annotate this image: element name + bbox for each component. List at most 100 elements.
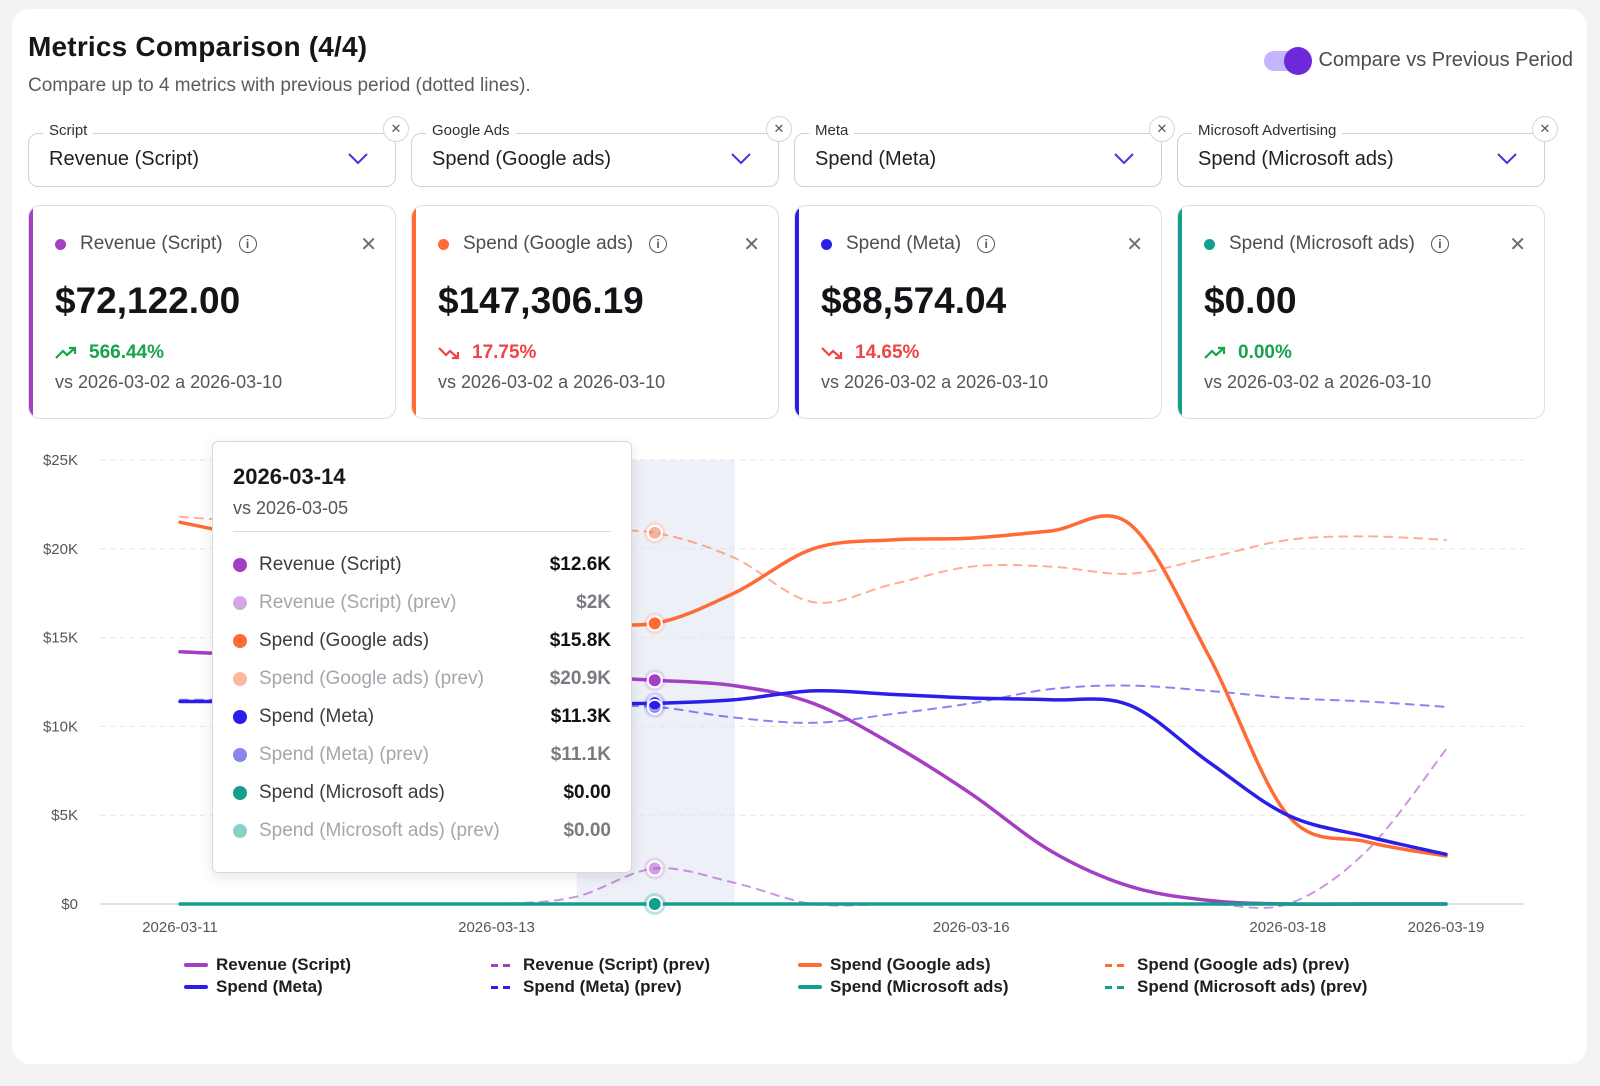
select-source-label: Google Ads	[426, 122, 516, 139]
legend-item-spend-google-prev[interactable]: Spend (Google ads) (prev)	[1105, 955, 1350, 975]
close-icon[interactable]: ✕	[360, 234, 377, 256]
tooltip-series-value: $20.9K	[549, 668, 611, 689]
y-tick-label: $20K	[43, 541, 78, 558]
legend-swatch	[798, 985, 822, 989]
info-icon[interactable]: i	[977, 235, 996, 253]
kpi-change: 0.00%	[1204, 342, 1292, 364]
legend-item-revenue-script-prev[interactable]: Revenue (Script) (prev)	[491, 955, 710, 975]
tooltip-series-name: Spend (Meta) (prev)	[259, 744, 430, 765]
kpi-value: $0.00	[1204, 280, 1297, 321]
close-icon[interactable]: ✕	[743, 234, 760, 256]
legend-swatch	[1105, 985, 1129, 989]
legend-item-spend-microsoft[interactable]: Spend (Microsoft ads)	[798, 977, 1009, 997]
legend-label: Spend (Microsoft ads) (prev)	[1137, 977, 1368, 996]
kpi-label: Spend (Meta)	[846, 233, 962, 254]
kpi-comparison-range: vs 2026-03-02 a 2026-03-10	[1204, 372, 1432, 392]
select-value: Spend (Meta)	[815, 148, 937, 170]
tooltip-row: Spend (Microsoft ads) (prev) $0.00	[233, 816, 611, 846]
legend-label: Spend (Meta)	[216, 977, 323, 996]
tooltip-series-name: Spend (Meta)	[259, 706, 375, 727]
close-icon[interactable]: ✕	[1509, 234, 1526, 256]
legend-swatch	[798, 963, 822, 967]
legend-item-spend-google[interactable]: Spend (Google ads)	[798, 955, 991, 975]
tooltip-series-value: $12.6K	[549, 554, 611, 575]
legend-swatch	[184, 963, 208, 967]
close-icon[interactable]: ✕	[1126, 234, 1143, 256]
series-dot-icon	[233, 558, 247, 572]
kpi-header: Spend (Microsoft ads) i	[1204, 233, 1449, 255]
metric-select-3[interactable]: Meta Spend (Meta) ✕	[794, 116, 1175, 187]
kpi-change: 566.44%	[55, 342, 164, 364]
tooltip-row: Revenue (Script) $12.6K	[233, 550, 611, 580]
tooltip-series-value: $2K	[576, 592, 611, 613]
kpi-header: Revenue (Script) i	[55, 233, 257, 255]
marker-spend-google-ads	[646, 615, 663, 632]
line-chart[interactable]: $0 $5K $10K $15K $20K $25K 2026-03-11 2026-03-1…	[12, 439, 1587, 944]
clear-selection-icon[interactable]: ✕	[1149, 116, 1175, 142]
y-tick-label: $10K	[43, 718, 78, 735]
select-value: Spend (Google ads)	[432, 148, 612, 170]
kpi-accent-bar	[795, 206, 799, 418]
chevron-down-icon	[731, 153, 751, 165]
clear-selection-icon[interactable]: ✕	[383, 116, 409, 142]
trend-up-icon	[1204, 346, 1226, 359]
tooltip-series-name: Spend (Google ads)	[259, 630, 430, 651]
series-dot-icon	[233, 824, 247, 838]
y-tick-label: $0	[61, 896, 78, 913]
tooltip-series-name: Spend (Microsoft ads)	[259, 782, 445, 803]
legend-swatch	[184, 985, 208, 989]
select-source-label: Meta	[809, 122, 855, 139]
legend-item-spend-meta[interactable]: Spend (Meta)	[184, 977, 323, 997]
select-source-label: Microsoft Advertising	[1192, 122, 1343, 139]
tooltip-row: Spend (Google ads) $15.8K	[233, 626, 611, 656]
info-icon[interactable]: i	[238, 235, 257, 253]
legend-label: Revenue (Script) (prev)	[523, 955, 711, 974]
legend-item-spend-meta-prev[interactable]: Spend (Meta) (prev)	[491, 977, 682, 997]
chevron-down-icon	[1114, 153, 1134, 165]
series-dot-icon	[438, 238, 449, 250]
kpi-comparison-range: vs 2026-03-02 a 2026-03-10	[821, 372, 1049, 392]
marker-revenue-script	[646, 672, 663, 689]
series-dot-icon	[233, 672, 247, 686]
toggle-knob	[1284, 46, 1313, 75]
trend-up-icon	[55, 346, 77, 359]
tooltip-row: Spend (Google ads) (prev) $20.9K	[233, 664, 611, 694]
kpi-card-spend-microsoft: Spend (Microsoft ads) i ✕ $0.00 0.00% vs…	[1177, 205, 1545, 419]
metric-select-1[interactable]: Script Revenue (Script) ✕	[28, 116, 409, 187]
x-tick-label: 2026-03-13	[458, 919, 535, 936]
kpi-accent-bar	[412, 206, 416, 418]
kpi-card-revenue-script: Revenue (Script) i ✕ $72,122.00 566.44% …	[28, 205, 396, 419]
compare-toggle-group[interactable]: Compare vs Previous Period	[1264, 46, 1573, 75]
tooltip-series-value: $11.3K	[550, 706, 611, 727]
kpi-value: $72,122.00	[55, 280, 241, 321]
y-tick-label: $15K	[43, 630, 78, 647]
legend-label: Spend (Google ads) (prev)	[1137, 955, 1350, 974]
kpi-change: 17.75%	[438, 342, 536, 364]
compare-toggle[interactable]	[1264, 46, 1313, 75]
kpi-header: Spend (Meta) i	[821, 233, 996, 255]
kpi-accent-bar	[1178, 206, 1182, 418]
tooltip-series-name: Spend (Google ads) (prev)	[259, 668, 484, 689]
legend-swatch	[1105, 963, 1129, 967]
info-icon[interactable]: i	[1430, 235, 1449, 253]
legend-item-revenue-script[interactable]: Revenue (Script)	[184, 955, 351, 975]
info-icon[interactable]: i	[649, 235, 668, 253]
legend-label: Spend (Microsoft ads)	[830, 977, 1009, 996]
clear-selection-icon[interactable]: ✕	[766, 116, 792, 142]
compare-toggle-label: Compare vs Previous Period	[1318, 49, 1573, 71]
legend-label: Spend (Google ads)	[830, 955, 991, 974]
series-line-spend-google-ads-prev	[179, 515, 1447, 604]
kpi-change-value: 14.65%	[855, 342, 920, 363]
kpi-comparison-range: vs 2026-03-02 a 2026-03-10	[438, 372, 666, 392]
x-tick-label: 2026-03-18	[1249, 919, 1326, 936]
legend-swatch	[491, 985, 515, 989]
kpi-change: 14.65%	[821, 342, 919, 364]
chevron-down-icon	[1497, 153, 1517, 165]
metric-select-2[interactable]: Google Ads Spend (Google ads) ✕	[411, 116, 792, 187]
clear-selection-icon[interactable]: ✕	[1532, 116, 1558, 142]
series-dot-icon	[55, 238, 66, 250]
legend-item-spend-microsoft-prev[interactable]: Spend (Microsoft ads) (prev)	[1105, 977, 1367, 997]
page-subtitle: Compare up to 4 metrics with previous pe…	[28, 75, 531, 96]
trend-down-icon	[438, 347, 460, 360]
metric-select-4[interactable]: Microsoft Advertising Spend (Microsoft a…	[1177, 116, 1558, 187]
